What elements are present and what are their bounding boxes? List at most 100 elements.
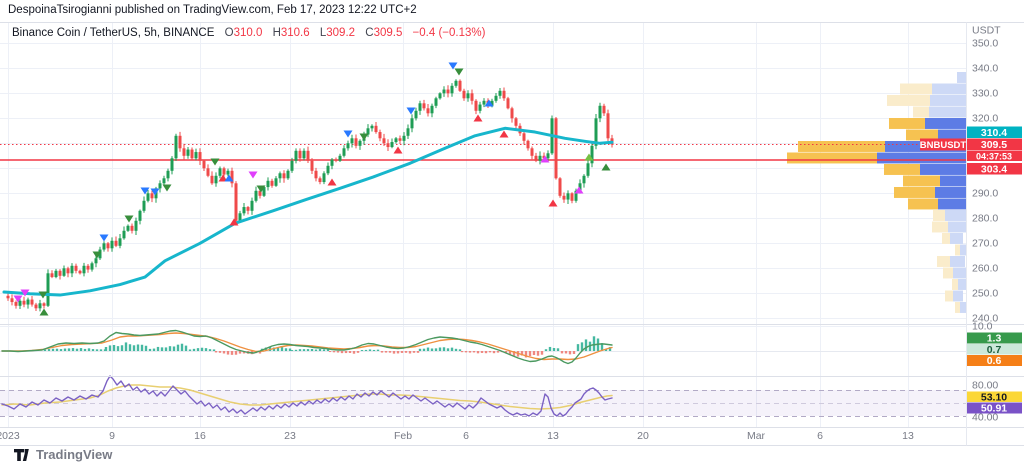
open-value: 310.0 [233,27,263,39]
candle-body [542,155,546,159]
candle-body [178,135,182,149]
macd-hist-bar [184,345,188,351]
candle-body [78,270,82,274]
macd-hist-bar [380,351,384,353]
macd-hist-bar [294,349,298,351]
sell-marker [343,130,353,138]
candle-body [258,190,262,196]
macd-hist-bar [284,348,288,351]
macd-hist-bar [364,349,368,351]
candle-body [298,150,302,159]
macd-hist-bar [520,351,524,356]
candle-body [190,149,194,159]
candle-body [406,128,410,136]
vp-row-blue [957,72,966,83]
buy-marker [229,218,239,226]
candle-body [122,230,126,239]
candle-body [242,207,246,214]
macd-line-value-box [967,344,1022,355]
macd-hist-bar [336,351,340,353]
macd-line [1,329,613,365]
candle-body [90,263,94,270]
candle-body [498,90,502,96]
macd-hist-value-box [967,332,1022,344]
candle-body [158,183,162,189]
candle-body [446,89,450,94]
sell-marker [99,234,109,242]
candle-body [506,98,510,109]
macd-hist-bar [464,351,468,353]
macd-hist-bar [140,344,144,351]
candle-body [194,152,198,159]
price-lines [0,144,966,161]
macd-hist-bar [156,346,160,351]
buy-marker [218,174,228,182]
macd-hist-bar [326,349,330,351]
macd-signal-value-box [967,355,1022,366]
macd-hist-bar [508,351,512,355]
time-tick-label: 20 [637,430,649,442]
currency-label: USDT [972,25,1001,37]
candle-body [342,148,346,156]
vp-row-yellow [955,244,960,256]
macd-hist-bar [55,348,59,351]
macd-hist-bar [234,351,238,355]
buy-marker [540,155,550,163]
vp-row-blue [935,187,966,198]
candle-body [386,143,390,148]
candle-body [434,98,438,106]
macd-hist-bar [572,351,576,354]
symbol-tag: BNBUSDT [920,140,967,151]
candle-body [350,138,354,144]
macd-hist-bar [438,347,442,351]
macd-hist-bar [576,344,580,351]
macd-hist-bar [238,351,242,354]
candle-body [442,89,446,94]
gridlines [0,23,966,427]
candle-body [570,193,574,201]
candle-body [422,103,426,109]
buy-marker [393,146,403,154]
candle-body [198,152,202,161]
candle-body [106,243,110,249]
time-tick-label: 6 [817,430,823,442]
candle-body [202,160,206,169]
tradingview-logo[interactable]: TradingView [14,447,112,462]
close-label: C [365,27,374,39]
macd-hist-bar [544,349,548,351]
time-axis[interactable]: 2023 9 16 23 Feb 6 13 20 Mar 6 13 [0,430,914,442]
macd-hist-bar [524,351,528,358]
candle-body [594,118,598,146]
candle-body [238,213,242,221]
candle-body [462,90,466,99]
macd-hist-bar [276,347,280,351]
volume-profile [787,72,966,313]
last-price-label: 309.5 [981,139,1007,151]
candle-body [270,180,274,186]
vp-row-yellow [903,175,940,187]
candle-body [62,268,66,276]
candle-body [26,299,30,305]
candle-body [262,187,266,196]
macd-hist-bar [176,344,180,351]
chart-legend[interactable]: Binance Coin / TetherUS, 5h, BINANCE O31… [12,27,485,39]
macd-hist-bar [476,351,480,354]
vp-row-yellow [900,83,932,95]
sell-marker [13,295,23,303]
macd-hist-bar [488,351,492,353]
vp-row-blue [877,152,966,164]
macd-hist-bar [306,349,310,351]
vp-row-yellow [887,95,930,106]
candle-body [138,210,142,221]
candle-body [450,85,454,94]
candle-body [226,170,230,175]
macd-hist-bar [87,348,91,351]
candle-body [538,155,542,161]
axis-tick-label: 250.0 [972,288,998,300]
time-tick-label: 9 [109,430,115,442]
macd-hist-bar [496,351,500,353]
candle-body [114,240,118,246]
macd-hist-bar [83,348,87,351]
